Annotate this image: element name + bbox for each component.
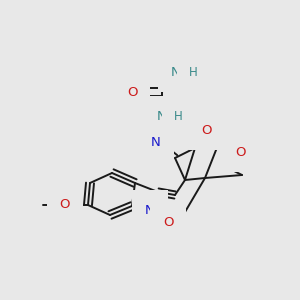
Text: N: N (171, 65, 181, 79)
Text: H: H (189, 65, 197, 79)
Text: N: N (157, 110, 167, 122)
Text: O: O (163, 215, 173, 229)
Text: H: H (174, 110, 182, 122)
Text: H: H (172, 52, 180, 64)
Text: N: N (151, 136, 161, 149)
Text: O: O (127, 85, 137, 98)
Text: O: O (235, 146, 245, 158)
Text: O: O (202, 124, 212, 136)
Text: N: N (145, 203, 155, 217)
Text: O: O (60, 199, 70, 212)
